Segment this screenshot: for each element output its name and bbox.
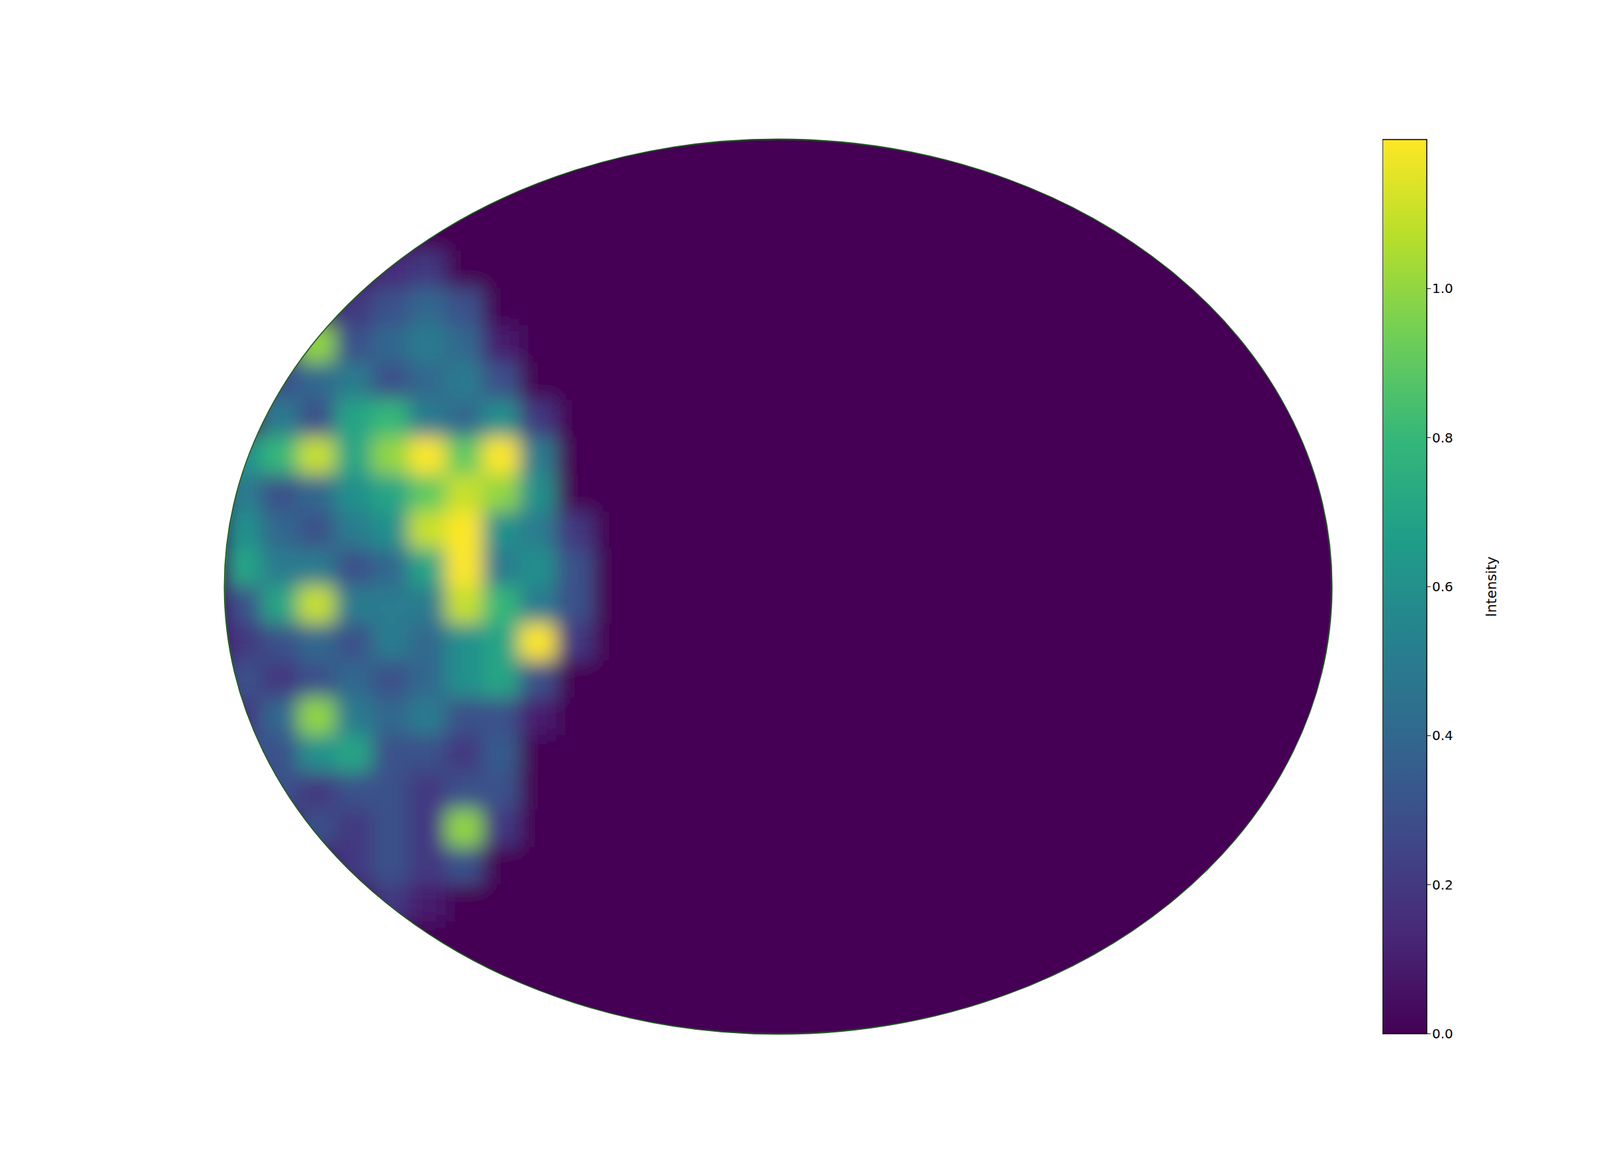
svg-text:1.0: 1.0 [1432,280,1454,297]
svg-text:0.4: 0.4 [1432,727,1454,744]
svg-text:0.2: 0.2 [1432,876,1454,893]
svg-text:0.6: 0.6 [1432,578,1454,595]
svg-text:0.8: 0.8 [1432,429,1454,446]
svg-text:0.0: 0.0 [1432,1025,1454,1042]
svg-text:Intensity: Intensity [1483,556,1500,617]
